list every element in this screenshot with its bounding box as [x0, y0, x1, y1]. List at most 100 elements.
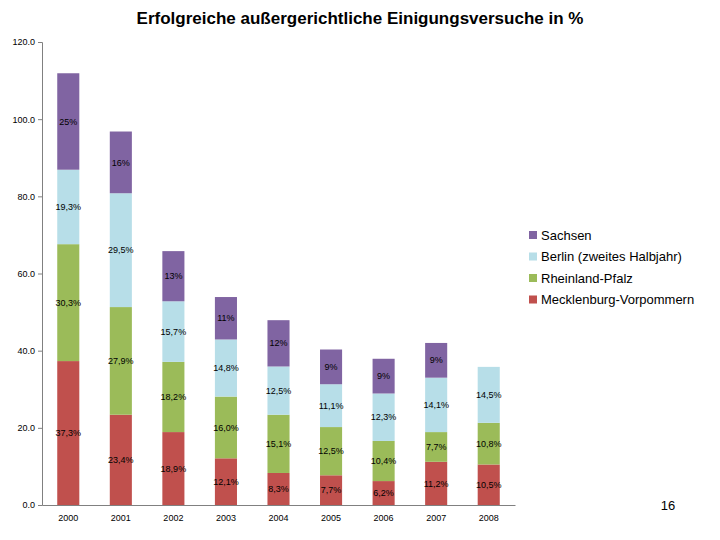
y-tick: 60.0: [17, 269, 42, 279]
y-tick: 100.0: [12, 115, 42, 125]
legend-item: Sachsen: [529, 228, 592, 243]
annotation: 16: [661, 498, 675, 513]
y-tick: 0.0: [22, 500, 42, 510]
x-tick: 2001: [111, 505, 131, 523]
y-axis: 0.0 20.0 40.0 60.0 80.0 100.0 120.0: [12, 37, 42, 510]
y-tick-label: 60.0: [17, 269, 35, 279]
data-label: 11,1%: [319, 401, 344, 411]
data-label: 27,9%: [108, 356, 134, 366]
x-tick: 2004: [268, 505, 288, 523]
chart: Erfolgreiche außergerichtliche Einigungs…: [0, 0, 720, 540]
y-tick: 120.0: [12, 37, 42, 47]
y-tick-label: 20.0: [17, 423, 35, 433]
data-label: 10,5%: [476, 480, 502, 490]
data-label: 10,4%: [371, 456, 397, 466]
legend-item: Berlin (zweites Halbjahr): [529, 249, 682, 264]
legend-label: Sachsen: [541, 228, 592, 243]
x-axis-line: [43, 505, 516, 506]
data-label: 7,7%: [321, 485, 342, 495]
y-tick-label: 100.0: [12, 115, 35, 125]
y-tick-label: 120.0: [12, 37, 35, 47]
y-tick-mark: [38, 196, 42, 197]
bar: [320, 475, 342, 505]
data-label: 11,2%: [424, 479, 449, 489]
x-tick-label: 2004: [268, 513, 288, 523]
y-tick: 80.0: [17, 192, 42, 202]
data-label: 16,0%: [213, 423, 239, 433]
x-tick-label: 2002: [163, 513, 183, 523]
bar: [215, 297, 237, 339]
data-label: 37,3%: [56, 428, 82, 438]
bar: [320, 350, 342, 385]
y-tick-mark: [38, 351, 42, 352]
x-tick-label: 2007: [426, 513, 446, 523]
x-tick: 2003: [216, 505, 236, 523]
data-label: 13%: [164, 271, 182, 281]
data-label: 18,2%: [161, 392, 187, 402]
data-label: 29,5%: [108, 245, 134, 255]
data-label: 12,5%: [318, 446, 344, 456]
data-label: 11%: [217, 313, 234, 323]
legend-swatch: [529, 296, 537, 304]
x-tick: 2002: [163, 505, 183, 523]
x-tick-label: 2003: [216, 513, 236, 523]
y-tick: 40.0: [17, 346, 42, 356]
data-label: 12,1%: [213, 477, 239, 487]
y-tick-mark: [38, 428, 42, 429]
data-labels: 37,3%23,4%18,9%12,1%8,3%7,7%6,2%11,2%10,…: [56, 117, 502, 499]
bars: [57, 73, 500, 505]
data-label: 15,1%: [266, 439, 292, 449]
legend-item: Mecklenburg-Vorpommern: [529, 292, 694, 307]
data-label: 12,3%: [371, 412, 397, 422]
data-label: 9%: [430, 355, 443, 365]
legend-label: Mecklenburg-Vorpommern: [541, 292, 694, 307]
data-label: 30,3%: [56, 298, 82, 308]
bar: [110, 132, 132, 194]
legend-swatch: [529, 274, 537, 282]
legend-label: Berlin (zweites Halbjahr): [541, 249, 682, 264]
bar: [425, 343, 447, 378]
data-label: 12,5%: [266, 386, 292, 396]
x-tick: 2007: [426, 505, 446, 523]
legend-label: Rheinland-Pfalz: [541, 271, 633, 286]
x-tick: 2008: [479, 505, 499, 523]
data-label: 15,7%: [161, 327, 187, 337]
x-tick-label: 2005: [321, 513, 341, 523]
bar: [57, 73, 79, 169]
data-label: 8,3%: [268, 484, 289, 494]
title: Erfolgreiche außergerichtliche Einigungs…: [137, 9, 584, 28]
x-axis: 2000 2001 2002 2003 2004 2005 2006 2007 2008: [43, 505, 516, 523]
x-tick-label: 2001: [111, 513, 131, 523]
data-label: 19,3%: [56, 202, 82, 212]
data-label: 14,1%: [423, 400, 449, 410]
y-axis-line: [38, 43, 43, 506]
data-label: 9%: [377, 371, 390, 381]
y-tick-mark: [38, 119, 42, 120]
bar: [373, 481, 395, 505]
legend: Sachsen Berlin (zweites Halbjahr) Rheinlan…: [529, 228, 694, 307]
data-label: 18,9%: [161, 464, 187, 474]
y-tick-mark: [38, 505, 42, 506]
bar: [267, 320, 289, 366]
x-tick-label: 2006: [374, 513, 394, 523]
y-tick-mark: [38, 42, 42, 43]
legend-item: Rheinland-Pfalz: [529, 271, 633, 286]
y-tick-mark: [38, 274, 42, 275]
data-label: 6,2%: [373, 488, 394, 498]
data-label: 12%: [269, 338, 287, 348]
data-label: 9%: [325, 362, 338, 372]
x-tick: 2006: [374, 505, 394, 523]
data-label: 10,8%: [476, 439, 502, 449]
data-label: 14,5%: [476, 390, 502, 400]
data-label: 25%: [59, 117, 77, 127]
y-tick-label: 40.0: [17, 346, 35, 356]
y-tick-label: 0.0: [22, 500, 35, 510]
bar: [162, 251, 184, 301]
x-tick: 2005: [321, 505, 341, 523]
bar: [267, 473, 289, 505]
bar: [425, 432, 447, 462]
x-tick-label: 2000: [58, 513, 78, 523]
x-tick: 2000: [58, 505, 78, 523]
data-label: 16%: [112, 158, 130, 168]
x-tick-label: 2008: [479, 513, 499, 523]
